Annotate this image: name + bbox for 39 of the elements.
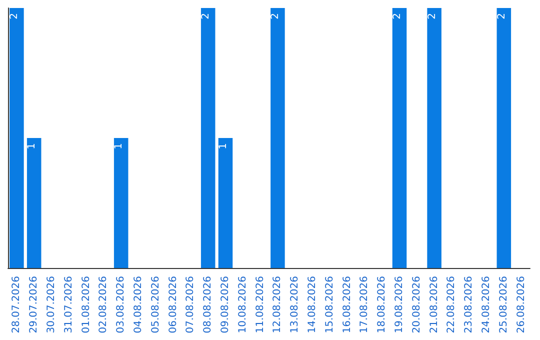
x-tick-label: 04.08.2026 [133,276,144,334]
x-tick-label: 26.08.2026 [516,276,527,334]
x-tick-label: 02.08.2026 [98,276,110,334]
x-tick-label: 11.08.2026 [254,276,266,334]
x-tick-label: 09.08.2026 [220,276,231,334]
data-label: 2 [200,13,212,20]
x-tick-label: 07.08.2026 [185,276,196,334]
x-tick-label: 30.07.2026 [46,276,57,334]
x-tick-label: 23.08.2026 [464,276,475,334]
x-tick-label: 28.07.2026 [11,276,22,334]
x-tick-label: 15.08.2026 [324,276,336,334]
x-tick-label: 08.08.2026 [202,276,214,334]
x-tick-label: 06.08.2026 [168,276,179,334]
x-tick-label: 22.08.2026 [446,276,458,334]
x-tick-label: 05.08.2026 [150,276,162,334]
data-label: 2 [496,13,508,20]
x-tick-label: 03.08.2026 [116,276,127,334]
data-label: 2 [392,13,403,20]
x-tick-label: 17.08.2026 [359,276,370,334]
x-tick-label: 14.08.2026 [307,276,318,334]
data-label: 1 [114,143,125,150]
x-tick-label: 19.08.2026 [394,276,405,334]
x-tick-label: 12.08.2026 [272,276,284,334]
x-tick-label: 10.08.2026 [237,276,248,334]
x-tick-label: 24.08.2026 [481,276,492,334]
x-tick-label: 25.08.2026 [498,276,510,334]
x-tick-label: 16.08.2026 [342,276,353,334]
x-tick-label: 13.08.2026 [290,276,301,334]
x-tick-label: 31.07.2026 [63,276,74,334]
data-label: 2 [270,13,282,20]
x-tick-label: 20.08.2026 [411,276,422,334]
data-label: 1 [26,143,38,150]
x-tick-label: 18.08.2026 [376,276,388,334]
x-tick-label: 01.08.2026 [80,276,92,334]
data-label: 1 [218,143,229,150]
x-tick-label: 29.07.2026 [28,276,40,334]
data-label: 2 [426,13,438,20]
x-tick-label: 21.08.2026 [428,276,440,334]
data-label: 2 [9,13,20,20]
